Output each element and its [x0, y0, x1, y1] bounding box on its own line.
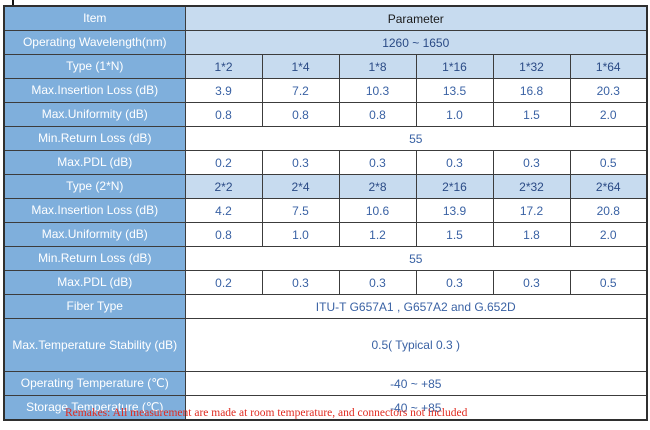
storage-temp-value-cell: -40 ~ +85	[184, 395, 648, 421]
row-label: Type (1*N)	[3, 54, 186, 79]
value-cell: 2*64	[569, 174, 648, 199]
table-row-return-loss-1n: Min.Return Loss (dB) 55	[3, 126, 648, 151]
value-cell: 16.8	[492, 78, 571, 103]
value-cell: 0.3	[492, 270, 571, 295]
value-cell: 0.2	[184, 150, 263, 175]
value-cell: 20.8	[569, 198, 648, 223]
row-label: Max.Uniformity (dB)	[3, 222, 186, 247]
value-cell: 0.8	[184, 222, 263, 247]
value-cell: 1*16	[415, 54, 494, 79]
row-label: Max.Insertion Loss (dB)	[3, 198, 186, 223]
table-row-pdl-1n: Max.PDL (dB) 0.2 0.3 0.3 0.3 0.3 0.5	[3, 150, 648, 175]
row-label: Min.Return Loss (dB)	[3, 126, 186, 151]
value-cell: 1*2	[184, 54, 263, 79]
value-cell: 2*32	[492, 174, 571, 199]
value-cell: 0.3	[338, 150, 417, 175]
value-cell: 7.2	[261, 78, 340, 103]
value-cell: 2*4	[261, 174, 340, 199]
value-cell: 2.0	[569, 102, 648, 127]
table-row-insertion-loss-2n: Max.Insertion Loss (dB) 4.2 7.5 10.6 13.…	[3, 198, 648, 223]
row-label: Max.PDL (dB)	[3, 150, 186, 175]
temp-stability-value-cell: 0.5( Typical 0.3 )	[184, 318, 648, 372]
value-cell: 17.2	[492, 198, 571, 223]
value-cell: 0.3	[492, 150, 571, 175]
return-loss-value-cell: 55	[184, 126, 648, 151]
remark-text: Remakes: All measurement are made at roo…	[65, 407, 468, 419]
item-header-cell: Item	[3, 5, 186, 31]
table-row-temp-stability: Max.Temperature Stability (dB) 0.5( Typi…	[3, 318, 648, 372]
value-cell: 1*4	[261, 54, 340, 79]
fiber-type-value-cell: ITU-T G657A1 , G657A2 and G.652D	[184, 294, 648, 319]
value-cell: 1.0	[261, 222, 340, 247]
value-cell: 0.8	[338, 102, 417, 127]
table-row-pdl-2n: Max.PDL (dB) 0.2 0.3 0.3 0.3 0.3 0.5	[3, 270, 648, 295]
value-cell: 10.3	[338, 78, 417, 103]
value-cell: 0.8	[261, 102, 340, 127]
value-cell: 0.3	[338, 270, 417, 295]
row-label: Fiber Type	[3, 294, 186, 319]
table-row-type-2n: Type (2*N) 2*2 2*4 2*8 2*16 2*32 2*64	[3, 174, 648, 199]
value-cell: 7.5	[261, 198, 340, 223]
table-row-uniformity-2n: Max.Uniformity (dB) 0.8 1.0 1.2 1.5 1.8 …	[3, 222, 648, 247]
value-cell: 1.0	[415, 102, 494, 127]
wavelength-value-cell: 1260 ~ 1650	[184, 30, 648, 55]
value-cell: 10.6	[338, 198, 417, 223]
value-cell: 0.3	[261, 270, 340, 295]
row-label: Max.Insertion Loss (dB)	[3, 78, 186, 103]
value-cell: 3.9	[184, 78, 263, 103]
return-loss-value-cell: 55	[184, 246, 648, 271]
row-label: Storage Temperature (℃)	[3, 395, 186, 421]
value-cell: 1.5	[492, 102, 571, 127]
value-cell: 0.5	[569, 270, 648, 295]
table-row-operating-temp: Operating Temperature (℃) -40 ~ +85	[3, 371, 648, 396]
table-row-type-1n: Type (1*N) 1*2 1*4 1*8 1*16 1*32 1*64	[3, 54, 648, 79]
row-label: Type (2*N)	[3, 174, 186, 199]
value-cell: 2*8	[338, 174, 417, 199]
value-cell: 13.5	[415, 78, 494, 103]
value-cell: 0.8	[184, 102, 263, 127]
value-cell: 0.3	[261, 150, 340, 175]
value-cell: 13.9	[415, 198, 494, 223]
parameter-header-cell: Parameter	[184, 5, 648, 31]
value-cell: 4.2	[184, 198, 263, 223]
value-cell: 2*16	[415, 174, 494, 199]
row-label: Operating Wavelength(nm)	[3, 30, 186, 55]
row-label: Operating Temperature (℃)	[3, 371, 186, 396]
value-cell: 1*8	[338, 54, 417, 79]
row-label: Max.Temperature Stability (dB)	[3, 318, 186, 372]
operating-temp-value-cell: -40 ~ +85	[184, 371, 648, 396]
value-cell: 20.3	[569, 78, 648, 103]
value-cell: 1*32	[492, 54, 571, 79]
stray-crop-mark	[12, 0, 14, 5]
value-cell: 2*2	[184, 174, 263, 199]
row-label: Min.Return Loss (dB)	[3, 246, 186, 271]
row-label: Max.PDL (dB)	[3, 270, 186, 295]
value-cell: 1.5	[415, 222, 494, 247]
value-cell: 0.3	[415, 270, 494, 295]
table-row-fiber-type: Fiber Type ITU-T G657A1 , G657A2 and G.6…	[3, 294, 648, 319]
value-cell: 0.3	[415, 150, 494, 175]
value-cell: 0.5	[569, 150, 648, 175]
table-row-uniformity-1n: Max.Uniformity (dB) 0.8 0.8 0.8 1.0 1.5 …	[3, 102, 648, 127]
row-label: Max.Uniformity (dB)	[3, 102, 186, 127]
value-cell: 1*64	[569, 54, 648, 79]
value-cell: 0.2	[184, 270, 263, 295]
table-row-storage-temp: Storage Temperature (℃) -40 ~ +85	[3, 395, 648, 421]
value-cell: 2.0	[569, 222, 648, 247]
value-cell: 1.2	[338, 222, 417, 247]
table-row-wavelength: Operating Wavelength(nm) 1260 ~ 1650	[3, 30, 648, 55]
spec-table: Item Parameter Operating Wavelength(nm) …	[3, 5, 648, 421]
table-row-header: Item Parameter	[3, 5, 648, 31]
value-cell: 1.8	[492, 222, 571, 247]
table-row-insertion-loss-1n: Max.Insertion Loss (dB) 3.9 7.2 10.3 13.…	[3, 78, 648, 103]
table-row-return-loss-2n: Min.Return Loss (dB) 55	[3, 246, 648, 271]
